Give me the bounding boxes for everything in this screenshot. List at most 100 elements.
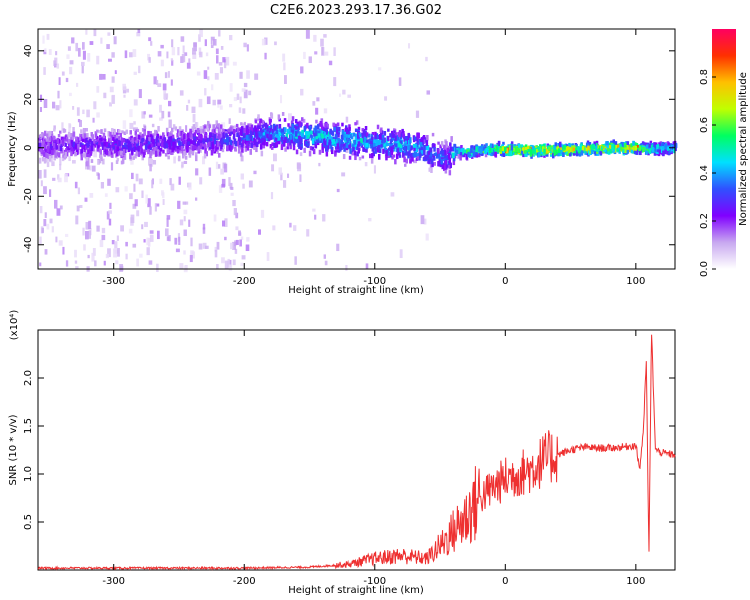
heatmap-cell (181, 54, 186, 63)
heatmap-cell (117, 143, 120, 148)
heatmap-cell (159, 104, 162, 113)
heatmap-cell (163, 142, 166, 148)
heatmap-cell (248, 180, 253, 188)
heatmap-cell (308, 56, 312, 64)
heatmap-cell (653, 150, 657, 156)
heatmap-cell (440, 158, 443, 165)
heatmap-cell (74, 181, 78, 189)
heatmap-cell (142, 151, 146, 158)
heatmap-cell (213, 134, 217, 139)
heatmap-cell (589, 144, 593, 149)
heatmap-cell (315, 107, 319, 115)
heatmap-cell (611, 143, 614, 150)
heatmap-cell (398, 143, 401, 148)
heatmap-cell (168, 119, 172, 129)
heatmap-cell (266, 127, 269, 132)
heatmap-cell (635, 143, 639, 147)
heatmap-cell (58, 240, 63, 246)
heatmap-cell (617, 144, 620, 148)
heatmap-cell (447, 145, 451, 150)
heatmap-cell (608, 145, 612, 150)
heatmap-cell (393, 130, 396, 134)
heatmap-cell (95, 140, 98, 146)
heatmap-cell (49, 218, 53, 224)
heatmap-cell (281, 140, 284, 145)
heatmap-cell (39, 146, 43, 152)
heatmap-cell (42, 35, 45, 44)
heatmap-cell (76, 82, 79, 87)
heatmap-cell (278, 167, 282, 175)
heatmap-cell (444, 168, 448, 174)
heatmap-cell (292, 141, 296, 147)
colorbar-ticks: 0.00.20.40.60.8 (699, 69, 716, 277)
heatmap-cell (367, 133, 371, 138)
heatmap-cell (149, 150, 153, 156)
heatmap-cell (168, 145, 172, 150)
heatmap-cell (391, 155, 394, 160)
heatmap-cell (263, 137, 267, 141)
heatmap-cell (356, 135, 360, 139)
heatmap-cell (235, 123, 239, 128)
heatmap-cell (398, 154, 402, 158)
heatmap-cell (395, 132, 398, 137)
heatmap-cell (354, 154, 357, 161)
heatmap-cell (240, 122, 243, 126)
heatmap-cell (228, 144, 232, 151)
heatmap-cell (331, 148, 334, 155)
heatmap-cell (243, 139, 247, 149)
heatmap-cell (183, 229, 187, 237)
heatmap-cell (371, 143, 375, 148)
heatmap-cell (575, 150, 579, 156)
heatmap-cell (189, 128, 192, 134)
heatmap-cell (48, 49, 52, 55)
heatmap-cell (103, 152, 107, 157)
colorbar-tick-label: 0.0 (699, 261, 710, 277)
heatmap-cell (68, 143, 72, 149)
heatmap-cell (216, 123, 220, 128)
heatmap-cell (155, 136, 159, 141)
heatmap-cell (485, 148, 488, 153)
heatmap-cell (202, 223, 206, 230)
snr-frame (37, 329, 676, 571)
heatmap-cell (172, 144, 175, 151)
heatmap-cell (299, 131, 302, 135)
heatmap-cell (446, 164, 449, 168)
heatmap-cell (87, 53, 91, 62)
heatmap-cell (300, 135, 303, 141)
heatmap-cell (57, 174, 60, 180)
heatmap-cell (371, 153, 374, 159)
heatmap-cell (261, 140, 265, 146)
heatmap-cell (202, 142, 206, 148)
heatmap-cell (221, 183, 225, 188)
heatmap-cell (325, 147, 328, 152)
heatmap-cell (108, 218, 112, 226)
heatmap-cell (299, 174, 302, 182)
heatmap-cell (392, 147, 396, 152)
heatmap-cell (149, 164, 152, 172)
heatmap-cell (645, 144, 649, 149)
heatmap-cell (269, 144, 273, 149)
heatmap-cell (207, 76, 210, 81)
heatmap-cell (452, 159, 456, 166)
heatmap-cell (407, 152, 411, 157)
heatmap-cell (229, 104, 233, 108)
heatmap-cell (328, 60, 333, 66)
heatmap-cell (48, 137, 52, 141)
heatmap-cell (385, 141, 388, 147)
heatmap-cell (673, 147, 676, 154)
heatmap-cell (473, 152, 477, 158)
heatmap-cell (190, 144, 193, 149)
heatmap-cell (44, 48, 47, 53)
heatmap-cell (64, 173, 68, 183)
heatmap-cell (271, 142, 274, 147)
heatmap-cell (482, 146, 486, 151)
heatmap-cell (147, 149, 150, 155)
heatmap-cell (325, 129, 328, 134)
heatmap-cell (325, 142, 329, 146)
heatmap-cell (149, 134, 153, 138)
heatmap-cell (59, 164, 62, 171)
heatmap-cell (58, 143, 61, 149)
heatmap-cell (270, 130, 273, 137)
heatmap-cell (385, 150, 388, 156)
heatmap-cell (580, 151, 584, 156)
